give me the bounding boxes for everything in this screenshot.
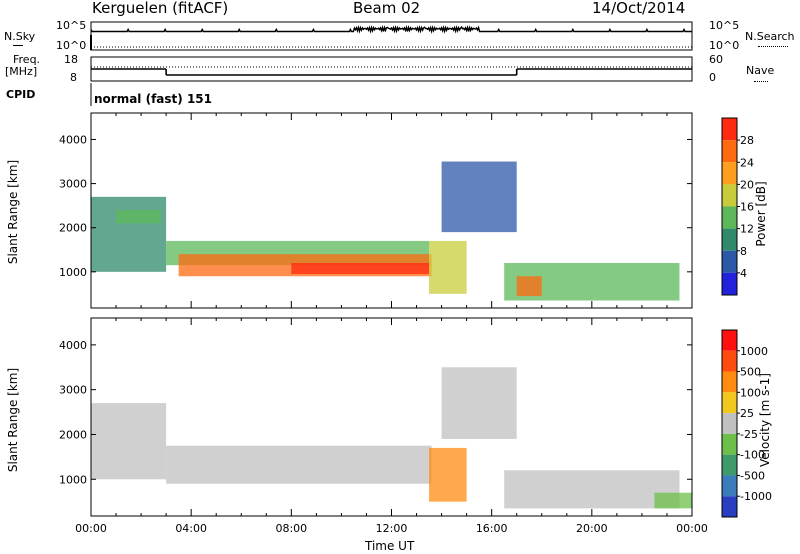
- power-echo-region-0: [91, 196, 167, 272]
- time-xtick-label-4: 16:00: [476, 522, 508, 535]
- nsky-legend-line: [13, 45, 23, 46]
- power-echo-region-4: [291, 263, 430, 275]
- power-colorbar-tick-label-0: 4: [740, 267, 747, 280]
- nave-tick-top: 60: [709, 53, 723, 66]
- velocity-echo-region-2: [429, 447, 467, 502]
- freq-unit-label: [MHz]: [5, 65, 38, 78]
- nsky-label: N.Sky: [4, 30, 36, 43]
- time-xtick-label-2: 08:00: [275, 522, 307, 535]
- velocity-echo-layer: [91, 367, 692, 509]
- power-colorbar-segment-0: [722, 118, 737, 141]
- velocity-colorbar-segment-2: [722, 371, 737, 393]
- velocity-ytick-label-0: 1000: [59, 473, 87, 486]
- power-colorbar-tick-label-5: 24: [740, 156, 754, 169]
- velocity-colorbar-tick-label-0: 1000: [740, 345, 768, 358]
- power-colorbar-tick-label-4: 20: [740, 178, 754, 191]
- beam-title: Beam 02: [353, 0, 421, 17]
- power-echo-region-5: [429, 240, 467, 294]
- velocity-colorbar-segment-5: [722, 433, 737, 455]
- velocity-echo-region-5: [654, 492, 692, 509]
- power-colorbar-tick-label-3: 16: [740, 201, 754, 214]
- velocity-colorbar-tick-label-5: -100: [740, 449, 765, 462]
- cpid-value: normal (fast) 151: [94, 92, 212, 106]
- freq-tick-top: 18: [64, 53, 78, 66]
- sky-panel-frame: [90, 21, 693, 51]
- time-xtick-label-1: 04:00: [175, 522, 207, 535]
- date-title: 14/Oct/2014: [592, 0, 686, 17]
- nave-label: Nave: [746, 64, 775, 77]
- freq-label: Freq.: [13, 53, 41, 66]
- time-xtick-label-3: 12:00: [376, 522, 408, 535]
- power-ytick-label-2: 3000: [59, 178, 87, 191]
- cpid-label: CPID: [6, 88, 36, 101]
- velocity-colorbar-tick-label-6: -500: [740, 469, 765, 482]
- power-ytick-label-0: 1000: [59, 266, 87, 279]
- power-colorbar-segment-6: [722, 250, 737, 273]
- power-echo-layer: [91, 161, 680, 301]
- power-echo-region-6: [441, 161, 517, 233]
- power-colorbar-segment-7: [722, 272, 737, 295]
- power-colorbar-segment-5: [722, 228, 737, 251]
- velocity-colorbar-tick-label-4: -25: [740, 428, 758, 441]
- velocity-colorbar-segment-7: [722, 475, 737, 497]
- velocity-colorbar-segment-4: [722, 413, 737, 434]
- station-title: Kerguelen (fitACF): [92, 0, 229, 17]
- velocity-colorbar-segment-8: [722, 496, 737, 517]
- velocity-colorbar-segment-6: [722, 454, 737, 476]
- velocity-echo-region-4: [504, 470, 680, 509]
- nsearch-label: N.Search: [745, 30, 795, 43]
- power-colorbar-segment-1: [722, 140, 737, 163]
- power-colorbar-tick-label-1: 8: [740, 245, 747, 258]
- power-ytick-label-3: 4000: [59, 133, 87, 146]
- time-xtick-label-0: 00:00: [75, 522, 107, 535]
- velocity-colorbar-frame: [721, 329, 738, 518]
- power-colorbar-segment-2: [722, 162, 737, 185]
- velocity-colorbar-tick-label-2: 100: [740, 386, 761, 399]
- search-tick-top: 10^5: [709, 19, 740, 32]
- nave-tick-bottom: 0: [709, 71, 716, 84]
- time-xtick-label-6: 00:00: [676, 522, 708, 535]
- nsky-trace: [90, 24, 692, 35]
- power-echo-region-8: [516, 276, 542, 297]
- velocity-colorbar-segment-1: [722, 350, 737, 372]
- power-colorbar-tick-label-2: 12: [740, 223, 754, 236]
- power-echo-region-1: [116, 210, 162, 224]
- power-colorbar-tick-label-6: 28: [740, 134, 754, 147]
- power-ytick-label-1: 2000: [59, 222, 87, 235]
- velocity-echo-region-0: [91, 403, 167, 480]
- nave-legend-line: [754, 81, 768, 82]
- velocity-ytick-label-2: 3000: [59, 384, 87, 397]
- time-xlabel: Time UT: [365, 539, 415, 553]
- power-colorbar-segment-4: [722, 206, 737, 229]
- velocity-colorbar-tick-label-3: 25: [740, 407, 754, 420]
- velocity-ytick-label-1: 2000: [59, 428, 87, 441]
- velocity-colorbar-segment-0: [722, 330, 737, 351]
- velocity-colorbar-tick-label-7: -1000: [740, 490, 772, 503]
- time-xtick-label-5: 20:00: [576, 522, 608, 535]
- velocity-echo-region-1: [166, 445, 432, 484]
- velocity-echo-region-3: [441, 367, 517, 439]
- velocity-colorbar-tick-label-1: 500: [740, 366, 761, 379]
- search-tick-bottom: 10^0: [709, 39, 740, 52]
- power-colorbar-segment-3: [722, 184, 737, 207]
- sky-tick-top: 10^5: [56, 19, 87, 32]
- velocity-colorbar-segment-3: [722, 392, 737, 414]
- velocity-ytick-label-3: 4000: [59, 339, 87, 352]
- sky-tick-bottom: 10^0: [56, 39, 87, 52]
- freq-tick-bottom: 8: [70, 71, 77, 84]
- nsearch-legend-line: [758, 46, 788, 47]
